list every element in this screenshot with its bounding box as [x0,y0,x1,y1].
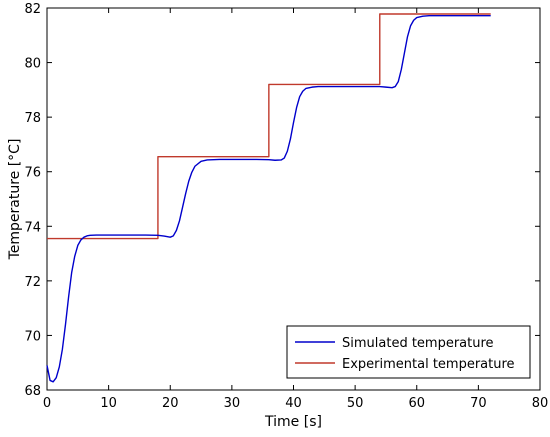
legend-label-experimental: Experimental temperature [342,357,515,372]
y-axis: 68 70 72 74 76 78 80 82 [24,2,540,399]
y-tick-label: 80 [24,57,41,72]
y-tick-label: 68 [24,384,41,399]
x-tick-label: 50 [347,396,364,411]
x-tick-label: 40 [285,396,302,411]
x-tick-label: 70 [470,396,487,411]
x-axis: 0 10 20 30 40 50 60 70 80 [43,8,548,411]
y-tick-label: 72 [24,275,41,290]
x-tick-label: 20 [162,396,179,411]
series-line-experimental [47,13,491,240]
y-tick-label: 78 [24,111,41,126]
x-tick-label: 60 [408,396,425,411]
x-tick-label: 0 [43,396,51,411]
y-axis-title: Temperature [°C] [7,139,23,261]
x-tick-label: 10 [100,396,117,411]
y-tick-label: 74 [24,220,41,235]
y-tick-label: 82 [24,2,41,17]
y-tick-label: 70 [24,329,41,344]
x-axis-title: Time [s] [264,414,322,430]
x-tick-label: 30 [224,396,241,411]
legend-box [286,325,531,379]
y-tick-label: 76 [24,166,41,181]
series-line-simulated [46,14,491,383]
x-tick-label: 80 [532,396,549,411]
legend: Simulated temperature Experimental tempe… [286,325,531,379]
legend-label-simulated: Simulated temperature [342,336,494,351]
series-layer [46,13,491,383]
